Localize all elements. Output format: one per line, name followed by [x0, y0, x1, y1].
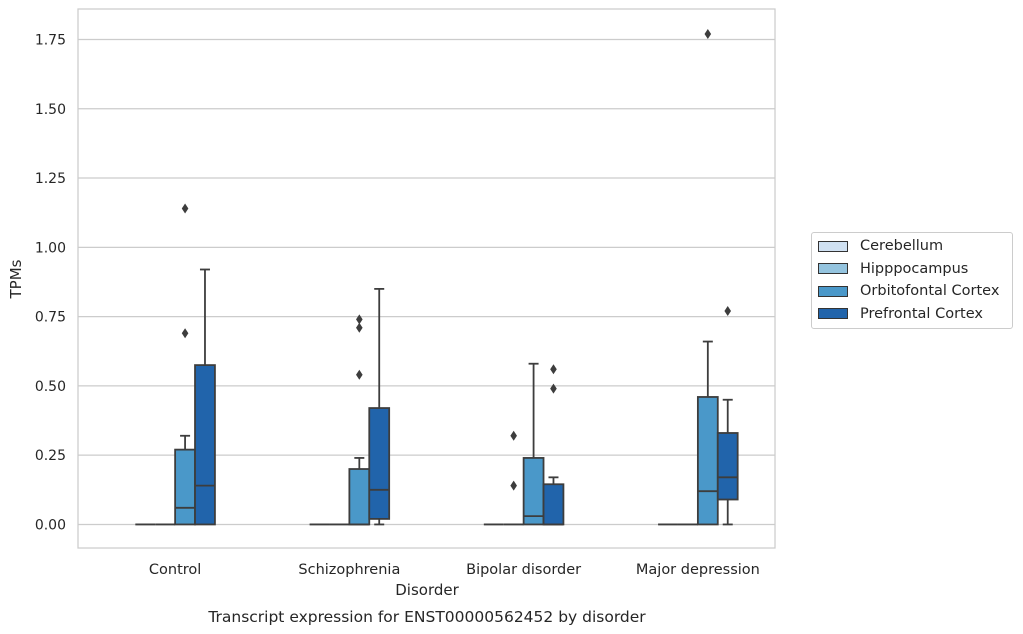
- legend-swatch: [818, 240, 848, 252]
- y-axis-label: TPMs: [7, 259, 25, 299]
- box-hipppocampus: [503, 430, 524, 526]
- box-orbitofontal-cortex: [522, 362, 545, 526]
- outlier-point: [356, 369, 363, 380]
- outlier-point: [550, 383, 557, 394]
- x-tick-label: Bipolar disorder: [466, 562, 581, 578]
- box-body: [716, 432, 739, 501]
- x-tick-label: Schizophrenia: [298, 562, 400, 578]
- x-tick-label: Major depression: [636, 562, 760, 578]
- legend-label: Orbitofontal Cortex: [860, 283, 1000, 300]
- box-prefrontal-cortex: [542, 364, 565, 526]
- y-tick-label: 1.25: [35, 171, 66, 187]
- y-tick-label: 1.50: [35, 102, 66, 118]
- y-tick-label: 0.25: [35, 448, 66, 464]
- outlier-point: [550, 364, 557, 375]
- y-tick-label: 1.00: [35, 240, 66, 256]
- y-tick-label: 1.75: [35, 32, 66, 48]
- box-orbitofontal-cortex: [696, 28, 719, 526]
- y-tick-label: 0.00: [35, 517, 66, 533]
- outlier-point: [510, 480, 517, 491]
- box-plots: [135, 28, 739, 526]
- legend-item: Orbitofontal Cortex: [812, 280, 1012, 303]
- y-tick-label: 0.50: [35, 379, 66, 395]
- legend-label: Cerebellum: [860, 238, 944, 255]
- outlier-point: [181, 328, 189, 339]
- x-axis-label: Disorder: [395, 581, 459, 599]
- legend-swatch: [818, 285, 848, 297]
- y-tick-label: 0.75: [35, 310, 66, 326]
- legend-label: Hipppocampus: [860, 260, 969, 277]
- box-body: [174, 448, 196, 526]
- legend-item: Hipppocampus: [812, 258, 1012, 281]
- x-tick-label: Control: [149, 562, 201, 578]
- outlier-point: [704, 28, 712, 39]
- legend-item: Cerebellum: [812, 235, 1012, 258]
- y-tick-labels: 0.00 0.25 0.50 0.75 1.00 1.25 1.50 1.75: [35, 32, 66, 533]
- x-tick-labels: Control Schizophrenia Bipolar disorder Majo…: [149, 562, 760, 578]
- legend-label: Prefrontal Cortex: [860, 305, 983, 322]
- box-prefrontal-cortex: [716, 306, 739, 526]
- box-body: [194, 364, 216, 526]
- outlier-point: [356, 322, 363, 333]
- outlier-point: [510, 430, 517, 441]
- legend-swatch: [818, 263, 848, 275]
- box-orbitofontal-cortex: [348, 314, 371, 526]
- legend-swatch: [818, 308, 848, 320]
- plot-frame: [77, 8, 776, 549]
- legend: Cerebellum Hipppocampus Orbitofontal Corte…: [811, 232, 1013, 329]
- box-body: [522, 457, 545, 526]
- box-body: [542, 483, 565, 526]
- box-body: [696, 396, 719, 526]
- box-orbitofontal-cortex: [174, 203, 196, 526]
- box-prefrontal-cortex: [194, 268, 216, 526]
- box-body: [368, 407, 391, 520]
- chart-title: Transcript expression for ENST0000056245…: [207, 608, 646, 626]
- box-prefrontal-cortex: [368, 287, 391, 526]
- outlier-point: [724, 306, 732, 317]
- legend-item: Prefrontal Cortex: [812, 303, 1012, 326]
- box-body: [348, 468, 371, 526]
- outlier-point: [356, 314, 363, 325]
- outlier-point: [181, 203, 189, 214]
